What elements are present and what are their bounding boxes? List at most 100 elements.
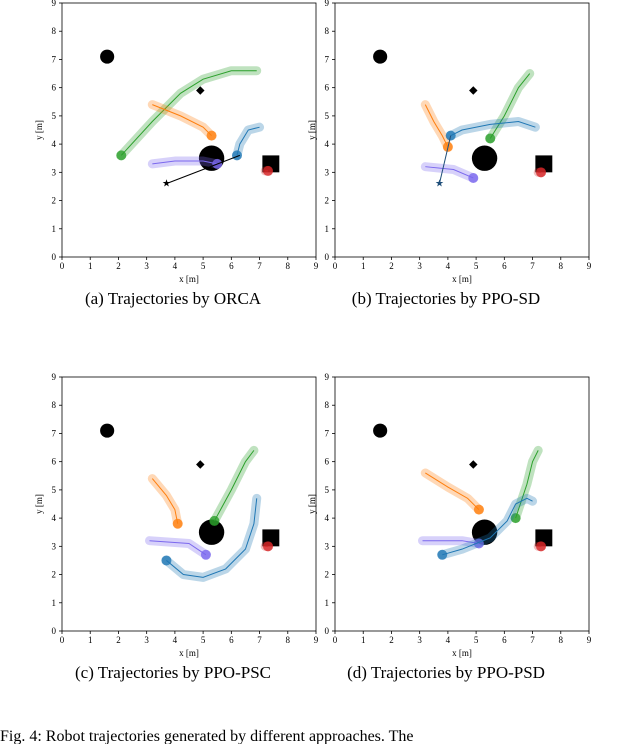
x-tick-label: 9 xyxy=(587,261,592,271)
subfigure-caption: (b) Trajectories by PPO-SD xyxy=(352,289,540,308)
robot-start: ★ xyxy=(435,179,444,190)
y-tick-label: 6 xyxy=(52,83,57,93)
x-tick-label: 5 xyxy=(201,261,206,271)
agent-position xyxy=(231,150,242,161)
agent-position xyxy=(536,541,547,552)
obstacle xyxy=(373,423,388,438)
x-tick-label: 3 xyxy=(417,635,422,645)
trajectory-trail xyxy=(147,474,183,529)
y-tick-label: 1 xyxy=(52,224,57,234)
x-tick-label: 1 xyxy=(88,635,93,645)
trajectory xyxy=(152,160,218,165)
agent-position xyxy=(116,150,127,161)
x-tick-label: 5 xyxy=(201,635,206,645)
robot-start: ★ xyxy=(162,179,171,190)
obstacle xyxy=(469,86,478,95)
x-tick-label: 6 xyxy=(229,635,234,645)
trajectory xyxy=(425,166,474,179)
x-tick-label: 0 xyxy=(333,261,338,271)
y-tick-label: 8 xyxy=(52,26,57,36)
chart: 0 1 2 3 4 5 6 7 8 9 0 1 2 3 4 5 6 7 8 9 x [m] y [m] (c) Trajec… xyxy=(34,372,319,682)
trajectory xyxy=(151,478,179,524)
x-tick-label: 7 xyxy=(530,261,535,271)
agent-position xyxy=(200,549,211,560)
trajectory xyxy=(450,121,536,137)
trajectory xyxy=(149,540,207,556)
y-tick-label: 0 xyxy=(52,626,57,636)
obstacle xyxy=(198,519,225,545)
x-tick-label: 7 xyxy=(257,261,262,271)
y-tick-label: 7 xyxy=(52,54,57,64)
subfigure-caption: (d) Trajectories by PPO-PSD xyxy=(347,663,545,682)
y-tick-label: 9 xyxy=(52,0,57,8)
y-axis-label: y [m] xyxy=(307,120,317,140)
y-tick-label: 6 xyxy=(325,83,330,93)
x-tick-label: 4 xyxy=(173,261,178,271)
x-tick-label: 0 xyxy=(333,635,338,645)
plot-frame xyxy=(61,376,317,632)
y-tick-label: 5 xyxy=(52,485,57,495)
x-tick-label: 8 xyxy=(559,635,564,645)
x-tick-label: 3 xyxy=(144,635,149,645)
x-tick-label: 8 xyxy=(286,261,291,271)
x-tick-label: 3 xyxy=(417,261,422,271)
y-tick-label: 6 xyxy=(52,457,57,467)
y-tick-label: 5 xyxy=(325,485,330,495)
y-tick-label: 7 xyxy=(52,428,57,438)
y-tick-label: 9 xyxy=(325,372,330,382)
agent-position xyxy=(536,167,547,178)
y-tick-label: 6 xyxy=(325,457,330,467)
obstacle xyxy=(100,49,115,64)
y-axis-label: y [m] xyxy=(307,494,317,514)
trajectory xyxy=(213,450,255,522)
x-axis-label: x [m] xyxy=(452,274,472,284)
x-tick-label: 2 xyxy=(389,261,394,271)
y-tick-label: 8 xyxy=(325,400,330,410)
y-tick-label: 8 xyxy=(325,26,330,36)
agent-position xyxy=(172,518,183,529)
plot-frame xyxy=(334,376,590,632)
y-tick-label: 1 xyxy=(325,598,330,608)
x-tick-label: 0 xyxy=(60,635,65,645)
y-tick-label: 1 xyxy=(325,224,330,234)
obstacle xyxy=(100,423,115,438)
y-tick-label: 5 xyxy=(325,111,330,121)
x-axis-label: x [m] xyxy=(179,648,199,658)
y-tick-label: 2 xyxy=(52,570,57,580)
y-tick-label: 7 xyxy=(325,428,330,438)
x-tick-label: 3 xyxy=(144,261,149,271)
agent-position xyxy=(209,515,220,526)
trajectory xyxy=(166,498,258,578)
y-tick-label: 8 xyxy=(52,400,57,410)
subfigure-caption: (c) Trajectories by PPO-PSC xyxy=(75,663,271,682)
y-tick-label: 7 xyxy=(325,54,330,64)
x-tick-label: 4 xyxy=(446,635,451,645)
trajectory xyxy=(120,70,257,156)
y-tick-label: 2 xyxy=(325,196,330,206)
agent-position xyxy=(473,504,484,515)
agent-position xyxy=(263,165,274,176)
x-tick-label: 7 xyxy=(257,635,262,645)
x-axis-label: x [m] xyxy=(179,274,199,284)
x-tick-label: 1 xyxy=(88,261,93,271)
subfigure-caption: (a) Trajectories by ORCA xyxy=(85,289,262,308)
x-tick-label: 5 xyxy=(474,261,479,271)
y-tick-label: 3 xyxy=(325,167,330,177)
plot-frame xyxy=(334,2,590,258)
x-tick-label: 9 xyxy=(314,261,319,271)
agent-position xyxy=(206,130,217,141)
x-tick-label: 6 xyxy=(502,635,507,645)
y-tick-label: 9 xyxy=(52,372,57,382)
x-tick-label: 9 xyxy=(314,635,319,645)
plot-frame xyxy=(61,2,317,258)
y-tick-label: 0 xyxy=(325,252,330,262)
y-tick-label: 2 xyxy=(52,196,57,206)
y-tick-label: 0 xyxy=(52,252,57,262)
y-tick-label: 2 xyxy=(325,570,330,580)
x-tick-label: 2 xyxy=(116,261,121,271)
robot-path xyxy=(438,135,452,184)
y-tick-label: 4 xyxy=(325,139,330,149)
obstacle xyxy=(469,460,478,469)
